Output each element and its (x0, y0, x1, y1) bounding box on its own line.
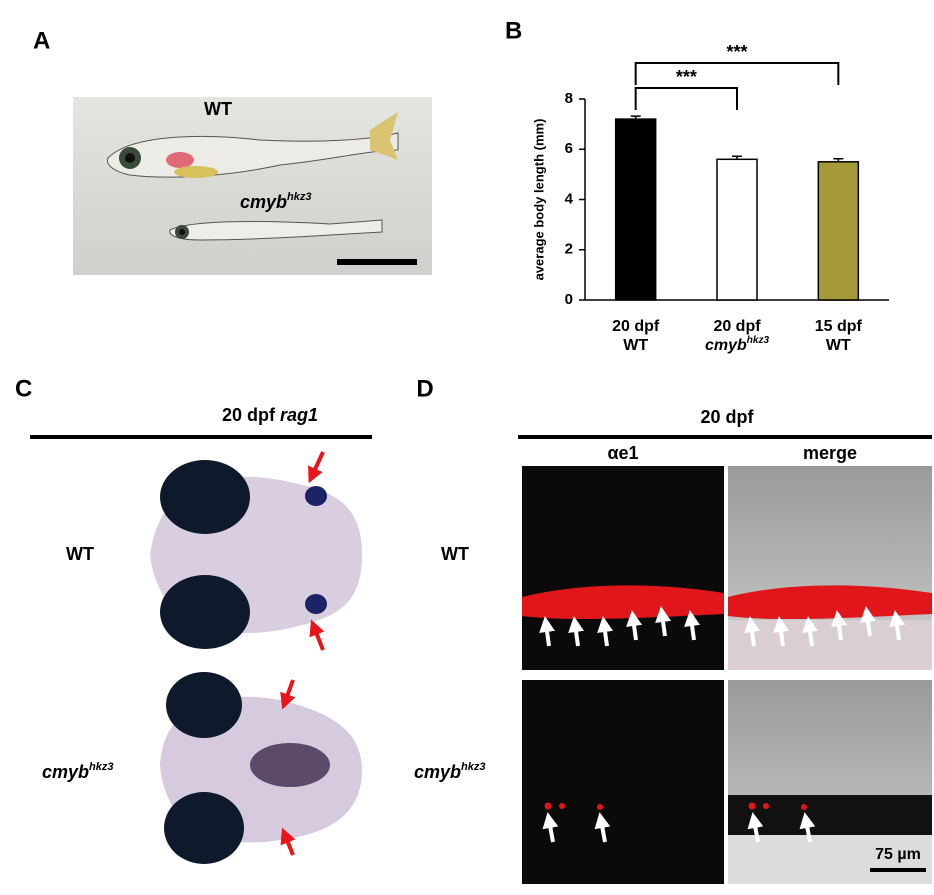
x-tick-label: 20 dpf (713, 318, 761, 335)
photo (73, 97, 432, 275)
x-tick-label: WT (826, 337, 851, 354)
fish-label-sup: hkz3 (287, 191, 311, 203)
scale-bar (337, 259, 417, 265)
bar (817, 161, 860, 301)
row-label-text: cmyb (414, 762, 461, 782)
row-label: cmybhkz3 (42, 761, 114, 782)
x-tick-label: cmybhkz3 (705, 335, 769, 355)
error-bar (833, 158, 844, 162)
row-label-sup: hkz3 (461, 761, 485, 773)
error-bar (732, 155, 742, 160)
x-tick-label: 20 dpf (612, 318, 660, 335)
gene-name: rag1 (280, 405, 318, 425)
significance-label: *** (726, 42, 747, 62)
scale-bar-label: 75 µm (875, 846, 921, 863)
y-tick-label: 6 (565, 140, 573, 157)
bar (716, 158, 758, 301)
in-situ-images (150, 451, 362, 864)
y-tick-label: 8 (565, 90, 573, 107)
y-tick-label: 4 (565, 190, 574, 207)
title-text: 20 dpf (222, 405, 280, 425)
panel-label: D (416, 375, 433, 402)
panel-label: B (505, 17, 522, 44)
panel-title: 20 dpf rag1 (222, 405, 318, 425)
error-bar (630, 115, 641, 120)
fish-label: cmybhkz3 (240, 191, 312, 212)
significance-bracket (634, 87, 738, 110)
fish-label-text: cmyb (240, 192, 287, 212)
x-tick-label-text: cmyb (705, 337, 747, 354)
y-tick-label: 2 (565, 241, 573, 258)
bar (614, 118, 657, 301)
column-label: αe1 (607, 443, 638, 463)
divider (30, 435, 372, 439)
fish-illustration (106, 112, 399, 241)
y-tick-label: 0 (565, 291, 573, 308)
x-tick-label-text: WT (623, 337, 648, 354)
row-label: cmybhkz3 (414, 761, 486, 782)
significance-label: *** (676, 67, 697, 87)
microscopy-images (522, 466, 932, 884)
panel-label: C (15, 375, 32, 402)
divider (518, 435, 932, 439)
row-label-text: cmyb (42, 762, 89, 782)
significance-bracket (634, 62, 840, 85)
panel-label: A (33, 27, 50, 54)
row-label: WT (66, 544, 94, 564)
y-axis-label: average body length (mm) (531, 119, 546, 281)
row-label: WT (441, 544, 469, 564)
x-tick-label-sup: hkz3 (747, 335, 770, 346)
x-tick-label-text: WT (826, 337, 851, 354)
row-label-sup: hkz3 (89, 761, 113, 773)
x-tick-label: WT (623, 337, 648, 354)
column-label: merge (803, 443, 857, 463)
fish-label: WT (204, 99, 232, 119)
x-tick-label: 15 dpf (815, 318, 863, 335)
panel-title: 20 dpf (700, 407, 754, 427)
